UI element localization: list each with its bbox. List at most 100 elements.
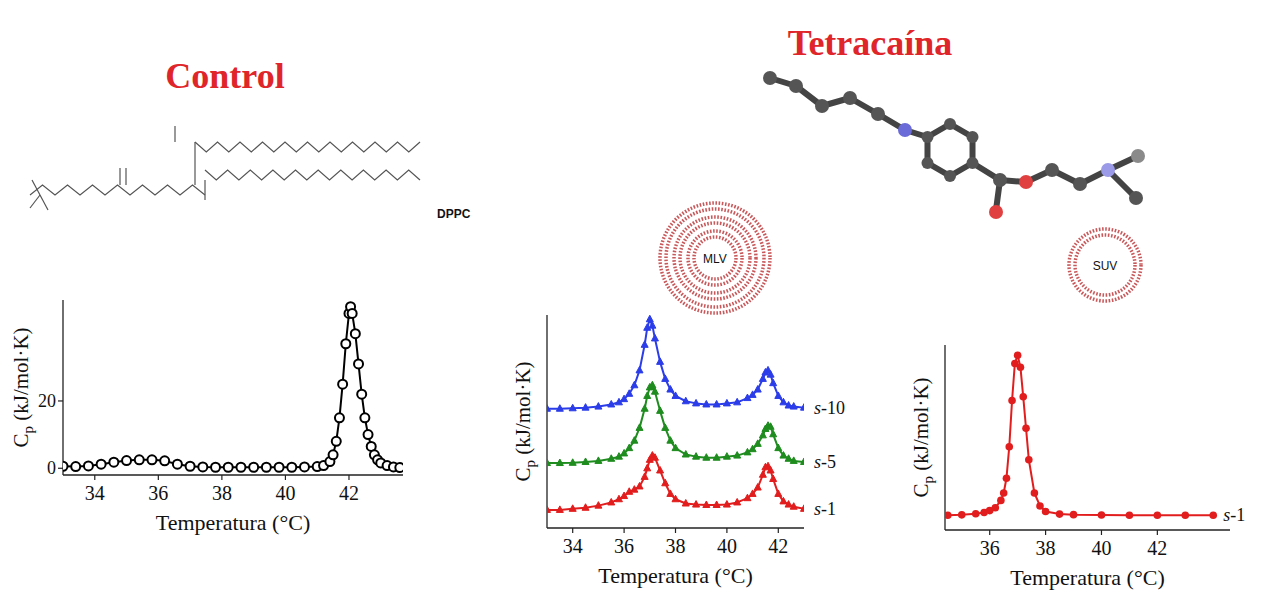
data-point — [723, 399, 730, 406]
data-point — [631, 437, 638, 444]
data-point — [364, 430, 373, 439]
bond — [40, 195, 48, 210]
data-point — [801, 458, 805, 465]
x-tick-label: 40 — [1091, 537, 1111, 559]
x-tick-label: 38 — [212, 482, 232, 504]
atom — [898, 123, 912, 137]
data-point — [351, 329, 360, 338]
x-tick — [1045, 530, 1046, 535]
y-tick-label: 0 — [47, 458, 56, 478]
data-point — [360, 413, 369, 422]
data-point — [547, 459, 551, 466]
data-point — [224, 463, 233, 472]
chart-title: Control — [165, 56, 284, 96]
atom — [944, 170, 956, 182]
data-point — [329, 450, 338, 459]
bond — [119, 168, 120, 185]
x-axis-line — [63, 474, 403, 475]
data-point — [703, 501, 710, 508]
atom — [967, 157, 979, 169]
data-point — [1042, 508, 1050, 516]
data-point — [109, 458, 118, 467]
x-tick-label: 38 — [1036, 537, 1056, 559]
x-tick — [221, 475, 222, 480]
lipid-layer — [694, 237, 736, 279]
x-tick — [726, 528, 727, 533]
data-point — [775, 392, 782, 399]
y-axis-title-part: (kJ/mol·K) — [511, 361, 535, 460]
data-point — [734, 452, 741, 459]
data-point — [71, 462, 80, 471]
data-point — [667, 490, 674, 497]
data-point — [759, 431, 766, 438]
series-label-part: s — [814, 452, 821, 472]
data-point — [662, 479, 669, 486]
data-line — [547, 319, 804, 408]
data-point — [357, 390, 366, 399]
data-point — [703, 454, 710, 461]
x-tick — [778, 528, 779, 533]
annotation: DPPC — [437, 207, 471, 221]
data-point — [595, 457, 602, 464]
data-point — [641, 405, 648, 412]
y-axis-title-part: (kJ/mol·K) — [9, 327, 33, 426]
data-point — [767, 466, 774, 473]
x-tick-label: 34 — [563, 535, 583, 557]
atom — [1045, 163, 1059, 177]
y-axis-title-sub: p — [920, 476, 936, 484]
data-point — [1181, 511, 1189, 519]
data-point — [713, 501, 720, 508]
series-label-part: -10 — [821, 398, 845, 418]
data-point — [608, 400, 615, 407]
data-point — [547, 405, 551, 412]
atom — [1101, 163, 1115, 177]
data-point — [348, 309, 357, 318]
data-point — [785, 501, 792, 508]
series-label-part: s — [814, 398, 821, 418]
data-point — [1014, 351, 1022, 359]
data-point — [682, 500, 689, 507]
data-point — [672, 495, 679, 502]
bond — [125, 168, 126, 185]
atom — [989, 205, 1003, 219]
data-point — [657, 407, 664, 414]
data-point — [672, 392, 679, 399]
chart-panel: ControlDPPC3436384042020Temperatura (°C)… — [9, 56, 471, 535]
data-point — [1154, 511, 1162, 519]
tetracaine-structure — [763, 71, 1145, 219]
lipid-layer — [666, 209, 764, 307]
data-point — [790, 457, 797, 464]
data-point — [667, 386, 674, 393]
data-point — [1098, 511, 1106, 519]
x-tick-label: 40 — [275, 482, 295, 504]
data-point — [649, 381, 656, 388]
data-point — [1008, 397, 1016, 405]
atom — [843, 91, 857, 105]
data-point — [644, 464, 651, 471]
data-point — [636, 366, 643, 373]
chart-panel: TetracaínaMLV3436384042Temperatura (°C)C… — [511, 23, 952, 588]
figure: ControlDPPC3436384042020Temperatura (°C)… — [0, 0, 1276, 597]
data-point — [335, 413, 344, 422]
series-label-part: -5 — [821, 452, 836, 472]
x-tick-label: 42 — [339, 482, 359, 504]
data-point — [147, 455, 156, 464]
data-point — [1017, 363, 1025, 371]
data-point — [97, 460, 106, 469]
data-point — [958, 511, 966, 519]
data-point — [767, 371, 774, 378]
data-point — [672, 444, 679, 451]
data-point — [262, 463, 271, 472]
data-point — [569, 404, 576, 411]
atom — [921, 131, 933, 143]
x-tick-label: 36 — [148, 482, 168, 504]
vesicle-core — [697, 240, 733, 276]
data-point — [651, 454, 658, 461]
data-point — [1000, 489, 1008, 497]
data-point — [713, 400, 720, 407]
chart-title: Tetracaína — [788, 23, 953, 63]
data-point — [636, 424, 643, 431]
data-point — [338, 380, 347, 389]
background — [0, 0, 1276, 597]
data-point — [608, 455, 615, 462]
